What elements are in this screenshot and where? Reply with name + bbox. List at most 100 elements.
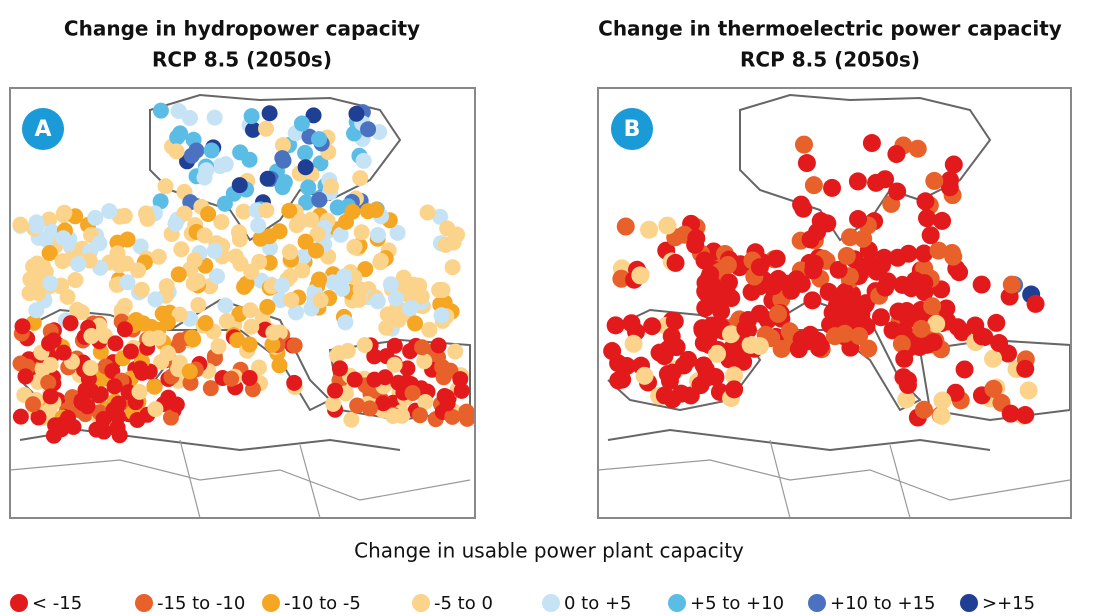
plant-dot (871, 308, 890, 327)
plant-dot (213, 213, 230, 230)
plant-dot (1019, 381, 1038, 400)
plant-dot (856, 295, 875, 314)
plant-dot (984, 379, 1003, 398)
plant-dot (159, 314, 176, 331)
plant-dot (91, 235, 108, 252)
plant-dot (67, 271, 84, 288)
plant-dot (87, 209, 104, 226)
plant-dot (378, 319, 395, 336)
badge-label: B (624, 117, 641, 142)
plant-dot (390, 374, 407, 391)
plant-dot (305, 107, 322, 124)
plant-dot (434, 358, 451, 375)
plant-dot (916, 192, 935, 211)
plant-dot (388, 290, 405, 307)
plant-dot (243, 108, 260, 125)
plant-dot (708, 344, 727, 363)
plant-dot (62, 315, 79, 332)
plant-dot (90, 387, 107, 404)
plant-dot (927, 314, 946, 333)
plant-dot (216, 195, 233, 212)
plant-dot (323, 178, 340, 195)
plant-dot (297, 144, 314, 161)
legend-title: Change in usable power plant capacity (354, 539, 744, 563)
plant-dot (281, 244, 298, 261)
plant-dot (312, 292, 329, 309)
plant-dot (368, 202, 385, 219)
plant-dot (272, 292, 289, 309)
plant-dot (914, 400, 933, 419)
plant-dot (972, 275, 991, 294)
plant-dot (218, 313, 235, 330)
plant-dot (250, 217, 267, 234)
plant-dot (734, 352, 753, 371)
plant-dot (859, 339, 878, 358)
plant-dot (30, 409, 47, 426)
plant-dot (346, 238, 363, 255)
plant-dot (242, 302, 259, 319)
plant-dot (803, 291, 822, 310)
plant-dot (261, 105, 278, 122)
plant-dot (899, 244, 918, 263)
plant-dot (987, 313, 1006, 332)
plant-dot (360, 121, 377, 138)
plant-dot (295, 248, 312, 265)
plant-dot (158, 278, 175, 295)
plant-dot (162, 409, 179, 426)
plant-dot (658, 216, 677, 235)
plant-dot (196, 227, 213, 244)
plant-dot (603, 342, 622, 361)
legend-label: +5 to +10 (690, 593, 784, 614)
plant-dot (933, 211, 952, 230)
plant-dot (665, 312, 684, 331)
plant-dot (883, 321, 902, 340)
plant-dot (352, 281, 369, 298)
plant-dot (984, 349, 1003, 368)
plant-dot (434, 281, 451, 298)
plant-dot (888, 182, 907, 201)
plant-dot (55, 344, 72, 361)
plant-dot (271, 357, 288, 374)
legend-swatch (542, 594, 560, 612)
plant-dot (914, 244, 933, 263)
plant-dot (73, 304, 90, 321)
plant-dot (353, 224, 370, 241)
plant-dot (842, 306, 861, 325)
plant-dot (210, 338, 227, 355)
plant-dot (955, 360, 974, 379)
plant-dot (412, 407, 429, 424)
plant-dot (41, 211, 58, 228)
plant-dot (444, 408, 461, 425)
plant-dot (631, 266, 650, 285)
plant-dot (235, 203, 252, 220)
plant-dot (836, 282, 855, 301)
plant-dot (170, 102, 187, 119)
plant-dot (369, 226, 386, 243)
plant-dot (792, 195, 811, 214)
plant-dot (750, 258, 769, 277)
plant-dot (258, 120, 275, 137)
plant-dot (332, 226, 349, 243)
plant-dot (356, 337, 373, 354)
plant-dot (721, 325, 740, 344)
plant-dot (198, 162, 215, 179)
plant-dot (73, 392, 90, 409)
plant-dot (297, 233, 314, 250)
plant-dot (173, 241, 190, 258)
plant-dot (147, 291, 164, 308)
map-frame (9, 87, 476, 519)
plant-dot (706, 367, 725, 386)
plant-dot (325, 395, 342, 412)
plant-dot (168, 143, 185, 160)
legend-label: >+15 (982, 593, 1035, 614)
legend-label: +10 to +15 (830, 593, 936, 614)
plant-dot (944, 247, 963, 266)
plant-dot (414, 339, 431, 356)
plant-dot (439, 395, 456, 412)
legend-label: 0 to +5 (564, 593, 632, 614)
plant-dot (453, 382, 470, 399)
plant-dot (606, 316, 625, 335)
plant-dot (650, 343, 669, 362)
plant-dot (932, 406, 951, 425)
badge (22, 108, 64, 150)
